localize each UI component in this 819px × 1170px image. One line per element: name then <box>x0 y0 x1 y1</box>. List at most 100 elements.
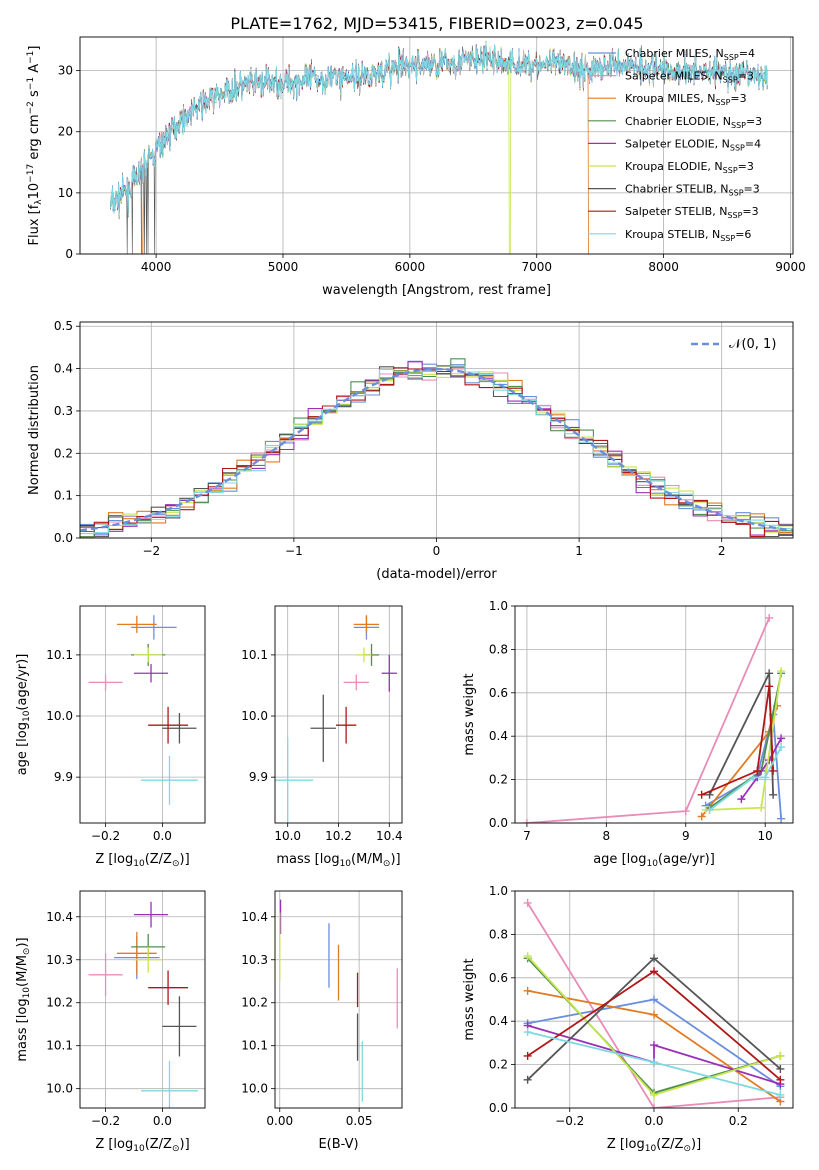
mass-weight-marker <box>650 954 658 963</box>
y-tick-label: 0 <box>65 247 73 261</box>
legend-label-sub: SSP <box>723 166 738 175</box>
mass-weight-marker <box>737 795 746 804</box>
x-tick-label: 0.0 <box>153 1114 172 1128</box>
mass-weight-marker <box>765 682 774 691</box>
age-vs-Z-x-label: Z [log10(Z/Z⊙)] <box>95 852 189 869</box>
y-tick-label: 0.0 <box>489 1101 508 1115</box>
mass-weight-marker <box>705 805 714 814</box>
mass-weight-marker <box>776 1075 785 1084</box>
y-tick-label: 10.4 <box>241 910 268 924</box>
x-tick-label: 6000 <box>395 260 426 274</box>
mass-weight-marker <box>650 1090 658 1099</box>
y-tick-label: 10.1 <box>241 648 268 662</box>
legend-label-suffix: =3 <box>744 183 760 196</box>
y-tick-label: 0.4 <box>54 362 73 376</box>
error-bar-point <box>148 970 188 1005</box>
x-tick-label: 7 <box>523 829 531 843</box>
age-vs-mass-x-label: mass [log10(M/M⊙)] <box>276 852 400 869</box>
mass-vs-EBV-frame <box>274 890 403 1109</box>
age-vs-Z-y-label-part: age [log <box>15 722 30 775</box>
spectrum-x-label: wavelength [Angstrom, rest frame] <box>322 283 551 298</box>
y-tick-label: 0.6 <box>489 686 508 700</box>
mass-weight-marker <box>749 773 758 782</box>
spectrum-plot-area <box>110 40 768 254</box>
error-bar-point <box>133 664 169 683</box>
y-tick-label: 0.5 <box>54 319 73 333</box>
x-tick-label: 5000 <box>268 260 299 274</box>
y-tick-label: 10.1 <box>46 648 73 662</box>
mass-vs-Z-plot-area <box>88 901 198 1108</box>
y-tick-label: 0.1 <box>54 489 73 503</box>
mass-vs-Z-y-label-part: mass [log <box>15 998 30 1061</box>
legend-label: Kroupa STELIB, NSSP=6 <box>625 228 751 243</box>
legend-label-sub: SSP <box>724 53 739 62</box>
y-tick-label: 10.1 <box>46 1039 73 1053</box>
legend-label-main: Salpeter ELODIE, N <box>625 137 730 150</box>
x-tick-label: 4000 <box>141 260 172 274</box>
mass-vs-Z-chart: −0.2 0.010.010.110.210.310.4Z [log10(Z/Z⊙… <box>15 890 206 1154</box>
x-tick-label: 9 <box>682 829 690 843</box>
y-tick-label: 10.2 <box>46 996 73 1010</box>
mass-weight-marker <box>777 667 786 676</box>
mass-vs-Z-x-label-part: Z [log <box>95 1137 133 1152</box>
age-vs-mass-x-label-part: ⊙ <box>383 859 391 869</box>
legend-label-main: Salpeter MILES, N <box>625 70 723 83</box>
x-tick-label: 10.4 <box>376 829 403 843</box>
y-tick-label: 0.8 <box>489 927 508 941</box>
x-tick-label: −0.2 <box>91 829 120 843</box>
x-tick-label: 0 <box>433 544 441 558</box>
error-bar-point <box>275 737 314 823</box>
mass-weight-marker <box>765 669 774 678</box>
y-tick-label: 10.0 <box>46 709 73 723</box>
mass-vs-Z-frame <box>79 890 206 1109</box>
legend-label: Chabrier STELIB, NSSP=3 <box>625 183 760 198</box>
y-tick-label: 9.9 <box>54 770 73 784</box>
spectrum-y-label-part: s <box>27 90 42 101</box>
age-vs-Z-frame <box>79 605 206 824</box>
legend-label: Chabrier MILES, NSSP=4 <box>625 47 755 62</box>
residuals-chart: −2 −1 0 1 2 0.0 0.1 0.2 0.3 0.4 0.5 (data-model)/er… <box>27 319 794 582</box>
legend-label-suffix: =3 <box>746 115 762 128</box>
mass-weight-vs-age-x-label-part: age [log <box>593 852 646 867</box>
age-vs-mass-x-label-part: (M/M <box>351 852 383 867</box>
legend-label-suffix: =3 <box>742 205 758 218</box>
mass-vs-Z-x-label-part: (Z/Z <box>145 1137 172 1152</box>
legend-label: Salpeter STELIB, NSSP=3 <box>625 205 759 220</box>
error-bar-point <box>310 694 336 762</box>
x-tick-label: 1 <box>575 544 583 558</box>
x-tick-label: −0.2 <box>91 1114 120 1128</box>
residuals-x-label: (data-model)/error <box>376 567 497 582</box>
age-vs-Z-chart: −0.2 0.0 9.9 10.0 10.1 Z [log10(Z/Z⊙)] age [lo… <box>15 605 206 869</box>
age-vs-Z-x-label-part: Z [log <box>95 852 133 867</box>
mass-weight-marker <box>523 952 532 961</box>
spectrum-y-label-part: λ <box>34 199 44 205</box>
error-bar-point <box>88 953 123 997</box>
mass-weight-marker <box>650 967 658 976</box>
mass-weight-vs-Z-x-label-part: Z [log <box>607 1137 645 1152</box>
age-vs-mass-grid <box>275 606 402 823</box>
x-tick-label: −1 <box>285 544 303 558</box>
x-tick-label: 0.0 <box>153 829 172 843</box>
y-tick-label: 10.0 <box>46 1082 73 1096</box>
x-tick-label: 7000 <box>521 260 552 274</box>
legend-label: Kroupa MILES, NSSP=3 <box>625 92 747 107</box>
mass-weight-vs-Z-frame <box>514 890 794 1109</box>
x-tick-label: 0.2 <box>729 1114 748 1128</box>
spectrum-y-label: Flux [fλ10−17 erg cm−2 s−1 A−1] <box>26 46 44 246</box>
residuals-plot-area <box>80 358 793 538</box>
error-bar-point <box>353 615 380 633</box>
mass-weight-marker <box>650 1058 658 1067</box>
y-tick-label: 0.3 <box>54 404 73 418</box>
mass-weight-vs-Z-y-label: mass weight <box>462 958 477 1040</box>
mass-weight-marker <box>761 773 770 782</box>
x-tick-label: −2 <box>142 544 160 558</box>
error-bar-point <box>116 931 157 975</box>
mass-vs-Z-y-label-part: 10 <box>22 987 32 999</box>
y-tick-label: 30 <box>58 64 73 78</box>
x-tick-label: 10 <box>758 829 773 843</box>
mass-vs-Z-x-label-part: ⊙ <box>172 1144 180 1154</box>
spectrum-frame <box>79 36 794 255</box>
mass-vs-Z-y-label: mass [log10(M/M⊙)] <box>15 937 32 1061</box>
x-tick-label: 0.05 <box>346 1114 373 1128</box>
